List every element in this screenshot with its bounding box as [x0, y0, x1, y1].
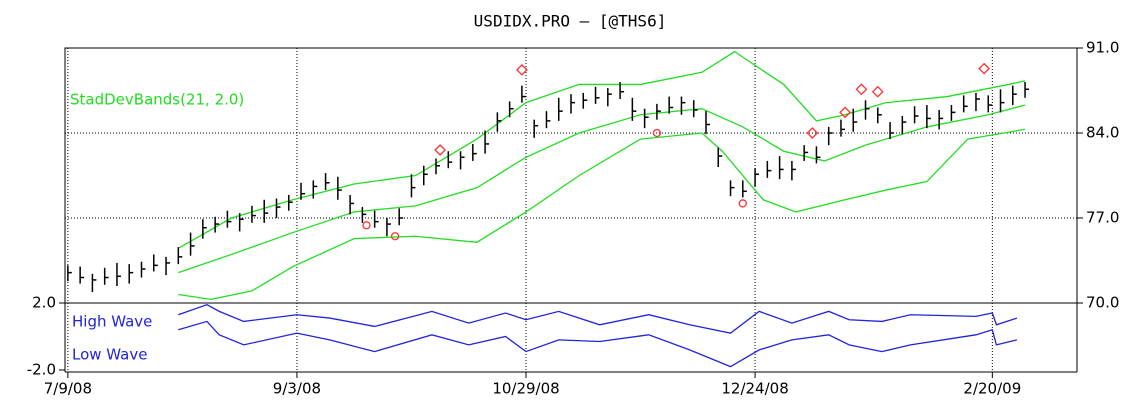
y-tick-label: -2.0 [27, 361, 56, 379]
legend-label: Low Wave [72, 346, 147, 364]
signal-diamond [434, 144, 447, 156]
x-tick-label: 7/9/08 [44, 380, 92, 398]
y-tick-label: 2.0 [32, 294, 56, 312]
band-line [178, 104, 1026, 274]
y-tick-label: 77.0 [1086, 209, 1119, 227]
signal-diamond [871, 85, 884, 98]
x-tick-label: 2/20/09 [963, 380, 1021, 398]
signal-circle [362, 221, 371, 230]
band-line [178, 128, 1026, 301]
wave-line [178, 320, 1018, 368]
signal-circle [738, 199, 747, 208]
x-tick-label: 12/24/08 [721, 380, 788, 398]
legend-label: High Wave [72, 313, 152, 331]
wave-line [178, 303, 1018, 334]
y-tick-label: 70.0 [1086, 294, 1119, 312]
signal-circle [390, 232, 400, 241]
signal-diamond [978, 62, 991, 75]
y-tick-label: 91.0 [1086, 39, 1119, 57]
signal-circle [652, 128, 662, 138]
y-tick-label: 84.0 [1086, 124, 1119, 142]
band-line [177, 50, 1026, 249]
price-panel-frame [64, 47, 1078, 304]
signal-diamond [855, 83, 868, 96]
x-tick-label: 10/29/08 [492, 380, 559, 398]
signal-diamond [839, 106, 851, 119]
x-tick-label: 9/3/08 [273, 380, 321, 398]
legend-label: StadDevBands(21, 2.0) [70, 91, 244, 109]
signal-diamond [515, 63, 528, 76]
chart-title: USDIDX.PRO – [@THS6] [474, 12, 667, 31]
signal-diamond [806, 127, 819, 139]
